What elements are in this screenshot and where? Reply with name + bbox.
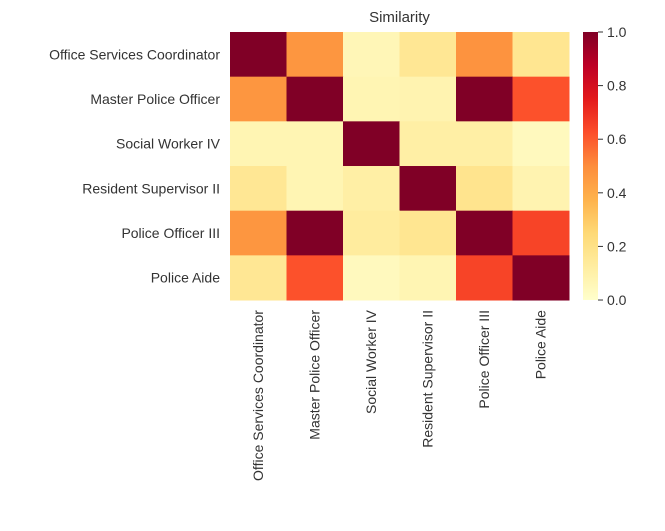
heatmap-cell — [512, 121, 570, 167]
heatmap-cell — [399, 166, 457, 212]
heatmap-cell — [399, 255, 457, 301]
row-tick-label: Master Police Officer — [90, 91, 220, 107]
column-labels: Office Services Coordinator Master Police… — [250, 309, 549, 481]
chart-title: Similarity — [369, 9, 430, 26]
colorbar-tick-label: 1.0 — [607, 24, 627, 40]
column-tick-label: Social Worker IV — [363, 309, 379, 414]
heatmap-cell — [343, 166, 400, 212]
colorbar-tick-label: 0.2 — [607, 238, 627, 254]
heatmap-cell — [512, 210, 570, 256]
column-tick-label: Office Services Coordinator — [250, 310, 266, 481]
heatmap-cell — [286, 255, 344, 301]
colorbar-tick-label: 0.4 — [607, 185, 627, 201]
colorbar: 0.0 0.2 0.4 0.6 0.8 1.0 — [583, 24, 627, 308]
colorbar-tick-label: 0.8 — [607, 78, 627, 94]
column-tick-label: Police Officer III — [476, 310, 492, 409]
heatmap-cell — [456, 76, 513, 122]
heatmap-cell — [343, 121, 400, 167]
row-tick-label: Office Services Coordinator — [49, 46, 220, 62]
heatmap-cell — [230, 255, 287, 301]
heatmap-cell — [399, 76, 457, 122]
heatmap-cell — [230, 32, 287, 78]
heatmap-cell — [399, 32, 457, 78]
row-tick-label: Police Officer III — [121, 225, 220, 241]
column-tick-label: Resident Supervisor II — [420, 310, 436, 448]
heatmap-cell — [512, 255, 570, 301]
heatmap-cell — [456, 121, 513, 167]
row-tick-label: Social Worker IV — [116, 136, 221, 152]
heatmap-cell — [456, 32, 513, 78]
column-tick-label: Master Police Officer — [307, 310, 323, 440]
heatmap-cell — [456, 255, 513, 301]
heatmap-cell — [286, 166, 344, 212]
heatmap-cell — [512, 32, 570, 78]
heatmap-cell — [456, 210, 513, 256]
colorbar-tick-label: 0.0 — [607, 292, 627, 308]
heatmap-cell — [399, 121, 457, 167]
heatmap-cell — [343, 76, 400, 122]
heatmap-cell — [343, 255, 400, 301]
row-tick-label: Police Aide — [151, 270, 220, 286]
colorbar-tick-label: 0.6 — [607, 131, 627, 147]
heatmap-cell — [286, 76, 344, 122]
heatmap-cells — [230, 32, 570, 301]
heatmap-cell — [399, 210, 457, 256]
heatmap-cell — [230, 210, 287, 256]
column-tick-label: Police Aide — [533, 310, 549, 379]
heatmap-cell — [286, 210, 344, 256]
heatmap-cell — [512, 76, 570, 122]
heatmap-cell — [230, 166, 287, 212]
colorbar-bar — [583, 32, 598, 301]
heatmap-cell — [286, 121, 344, 167]
heatmap-cell — [230, 121, 287, 167]
colorbar-ticks: 0.0 0.2 0.4 0.6 0.8 1.0 — [598, 24, 627, 308]
heatmap-cell — [512, 166, 570, 212]
heatmap-cell — [343, 210, 400, 256]
row-labels: Office Services Coordinator Master Police… — [49, 46, 221, 285]
row-tick-label: Resident Supervisor II — [82, 180, 220, 196]
heatmap-cell — [343, 32, 400, 78]
heatmap-cell — [286, 32, 344, 78]
heatmap-cell — [456, 166, 513, 212]
heatmap-cell — [230, 76, 287, 122]
